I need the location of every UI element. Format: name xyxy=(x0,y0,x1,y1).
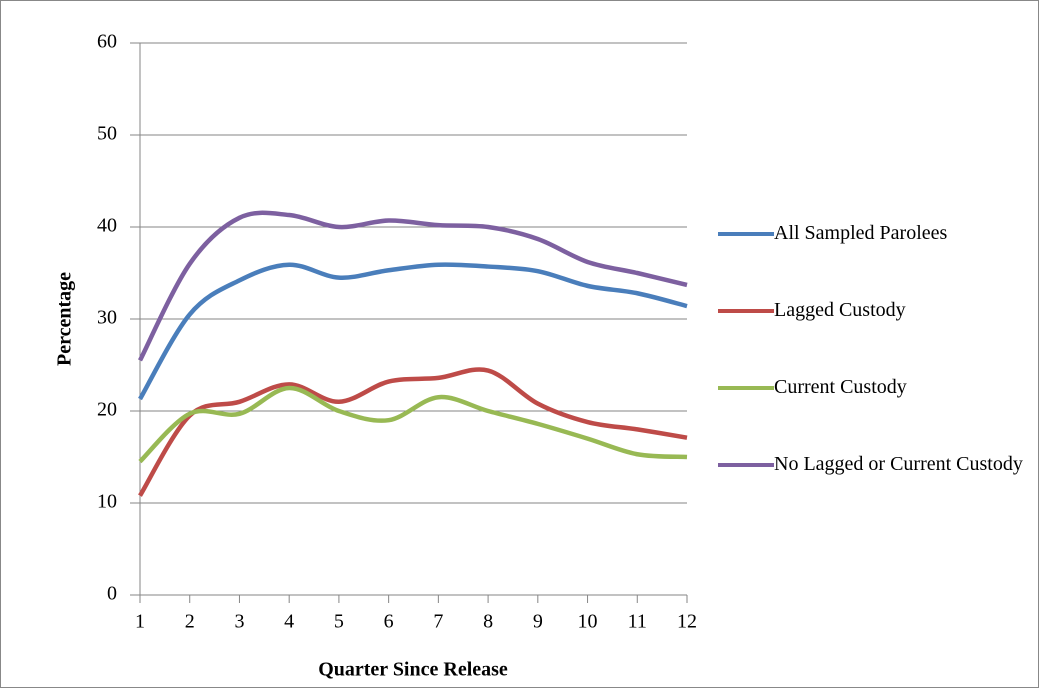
x-tick-label: 5 xyxy=(334,611,344,633)
legend-label: No Lagged or Current Custody xyxy=(774,453,1023,475)
legend-item: Lagged Custody xyxy=(718,295,1033,372)
y-axis-title: Percentage xyxy=(54,272,76,366)
x-tick-label: 3 xyxy=(234,611,244,633)
x-tick-label: 9 xyxy=(533,611,543,633)
series-line xyxy=(137,210,688,362)
legend-item: No Lagged or Current Custody xyxy=(718,449,1033,526)
series-line xyxy=(138,262,688,401)
x-tick-label: 2 xyxy=(185,611,195,633)
y-tick-label: 20 xyxy=(97,399,117,421)
x-tick-label: 7 xyxy=(433,611,443,633)
y-tick-label: 30 xyxy=(97,307,117,329)
legend-swatch xyxy=(718,309,774,313)
y-tick-label: 50 xyxy=(97,123,117,145)
legend-label: Lagged Custody xyxy=(774,299,906,321)
x-tick-label: 6 xyxy=(384,611,394,633)
y-tick-label: 40 xyxy=(97,215,117,237)
x-tick-label: 8 xyxy=(483,611,493,633)
x-tick-label: 1 xyxy=(135,611,145,633)
y-tick-label: 0 xyxy=(107,583,117,605)
series-line xyxy=(138,367,688,497)
y-tick-label: 60 xyxy=(97,31,117,53)
legend-swatch xyxy=(718,463,774,467)
x-tick-label: 10 xyxy=(578,611,598,633)
legend-swatch xyxy=(718,232,774,236)
x-axis-title: Quarter Since Release xyxy=(318,659,508,681)
legend-swatch xyxy=(718,386,774,390)
x-tick-label: 4 xyxy=(284,611,294,633)
x-tick-label: 11 xyxy=(628,611,647,633)
legend-label: Current Custody xyxy=(774,376,907,398)
legend-item: Current Custody xyxy=(718,372,1033,449)
x-tick-label: 12 xyxy=(677,611,697,633)
series-line xyxy=(138,385,688,464)
legend: All Sampled Parolees Lagged Custody Curren… xyxy=(718,218,1033,526)
y-tick-label: 10 xyxy=(97,491,117,513)
legend-label: All Sampled Parolees xyxy=(774,222,948,244)
legend-item: All Sampled Parolees xyxy=(718,218,1033,295)
